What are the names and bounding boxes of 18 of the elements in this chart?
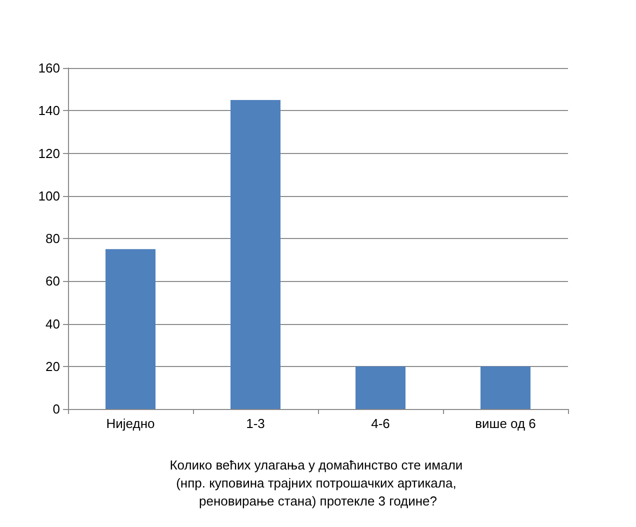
y-tick-label: 120 xyxy=(38,146,60,161)
y-tick-label: 100 xyxy=(38,188,60,204)
y-tick-label: 160 xyxy=(38,60,60,76)
y-tick-label: 0 xyxy=(52,402,60,416)
x-tick-label: Ниједно xyxy=(106,416,155,431)
x-axis-title: Колико већих улагања у домаћинство сте имали (нпр. куповина трајних потрошачких артикала, реновирање стана) протекле 3 године? xyxy=(170,458,466,508)
bar xyxy=(106,249,156,409)
y-tick-label: 140 xyxy=(38,103,60,118)
y-tick-label: 40 xyxy=(46,316,60,332)
bar xyxy=(356,366,406,409)
y-tick-label: 80 xyxy=(46,231,60,246)
y-tick-label: 20 xyxy=(46,358,60,374)
x-tick-label: 4-6 xyxy=(371,416,390,431)
y-tick-label: 60 xyxy=(46,274,60,289)
bar xyxy=(230,100,280,409)
x-tick-label: 1-3 xyxy=(246,416,265,431)
x-tick-label: више од 6 xyxy=(475,416,536,431)
bar xyxy=(480,366,530,409)
